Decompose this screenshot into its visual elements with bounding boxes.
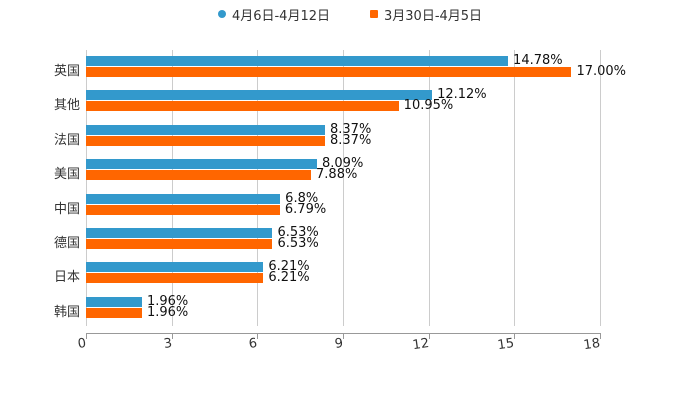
bar-value-label: 6.53% bbox=[277, 236, 319, 251]
gridline bbox=[343, 50, 344, 326]
y-category-label: 韩国 bbox=[53, 304, 80, 320]
bar-series-1[interactable] bbox=[86, 239, 273, 249]
bar-value-label: 1.96% bbox=[146, 293, 189, 309]
legend-label: 4月6日-4月12日 bbox=[231, 8, 330, 24]
bar-series-0[interactable] bbox=[86, 124, 325, 135]
bar-value-label: 6.79% bbox=[284, 201, 327, 217]
bar-series-1[interactable] bbox=[86, 101, 399, 112]
bar-value-label: 8.37% bbox=[330, 121, 372, 137]
bar-value-label: 1.96% bbox=[146, 304, 189, 320]
bar-value-label: 6.8% bbox=[285, 190, 319, 206]
bar-value-label: 10.95% bbox=[403, 98, 454, 114]
bar-series-1[interactable] bbox=[86, 307, 142, 318]
y-category-label: 德国 bbox=[53, 236, 80, 251]
bar-value-label: 6.53% bbox=[277, 225, 319, 240]
y-category-label: 中国 bbox=[53, 201, 80, 217]
bar-series-0[interactable] bbox=[86, 159, 317, 170]
bar-series-0[interactable] bbox=[86, 90, 433, 101]
bar-series-1[interactable] bbox=[86, 170, 312, 181]
y-category-label: 法国 bbox=[53, 132, 80, 148]
y-category-label: 美国 bbox=[53, 167, 80, 183]
legend-item-series-0[interactable]: 4月6日-4月12日 bbox=[217, 4, 330, 24]
x-tick-label: 9 bbox=[333, 336, 345, 353]
legend-label: 3月30日-4月5日 bbox=[384, 8, 483, 24]
bar-value-label: 14.78% bbox=[513, 53, 563, 68]
bar-series-0[interactable] bbox=[86, 262, 264, 273]
x-tick-mark bbox=[86, 333, 87, 339]
y-axis-line bbox=[86, 50, 87, 326]
x-tick-mark bbox=[343, 333, 344, 339]
x-tick-mark bbox=[171, 333, 173, 339]
bar-series-0[interactable] bbox=[86, 56, 509, 66]
gridline bbox=[600, 50, 601, 326]
bar-value-label: 8.37% bbox=[330, 132, 372, 148]
bar-series-0[interactable] bbox=[86, 296, 142, 307]
bar-value-label: 8.09% bbox=[322, 156, 364, 172]
series-0-marker-icon bbox=[217, 10, 226, 18]
x-tick-label: 3 bbox=[162, 336, 173, 353]
bar-value-label: 12.12% bbox=[437, 87, 487, 103]
bar-series-0[interactable] bbox=[86, 228, 273, 238]
legend-item-series-1[interactable]: 3月30日-4月5日 bbox=[370, 4, 482, 24]
x-tick-label: 6 bbox=[248, 336, 259, 353]
bar-series-1[interactable] bbox=[86, 135, 325, 146]
plot-area: 14.78% 17.00% 12.12% 10.95% 8.37% 8.37% 8.09% 7… bbox=[86, 50, 626, 326]
bar-value-label: 17.00% bbox=[576, 64, 627, 79]
bar-series-1[interactable] bbox=[86, 204, 280, 215]
y-category-label: 日本 bbox=[53, 270, 80, 286]
x-tick-label: 0 bbox=[76, 336, 88, 353]
x-tick-label: 18 bbox=[582, 336, 602, 354]
bar-series-1[interactable] bbox=[86, 273, 264, 284]
gridline bbox=[171, 50, 173, 326]
y-category-label: 其他 bbox=[53, 98, 80, 114]
gridline bbox=[428, 50, 430, 326]
x-tick-mark bbox=[514, 333, 516, 339]
series-1-marker-icon bbox=[370, 10, 378, 18]
x-tick-mark bbox=[600, 333, 601, 339]
chart-legend: 4月6日-4月12日 3月30日-4月5日 bbox=[0, 4, 700, 24]
bar-value-label: 6.21% bbox=[268, 270, 310, 286]
y-category-label: 英国 bbox=[53, 64, 80, 79]
x-tick-mark bbox=[428, 333, 430, 339]
gridline bbox=[257, 50, 259, 326]
bar-series-0[interactable] bbox=[86, 193, 281, 204]
bar-value-label: 7.88% bbox=[316, 167, 358, 183]
x-tick-label: 15 bbox=[496, 336, 516, 354]
gridline bbox=[514, 50, 516, 326]
x-tick-mark bbox=[257, 333, 259, 339]
bar-series-1[interactable] bbox=[86, 67, 572, 77]
bar-value-label: 6.21% bbox=[268, 259, 310, 275]
x-tick-label: 12 bbox=[411, 336, 430, 354]
